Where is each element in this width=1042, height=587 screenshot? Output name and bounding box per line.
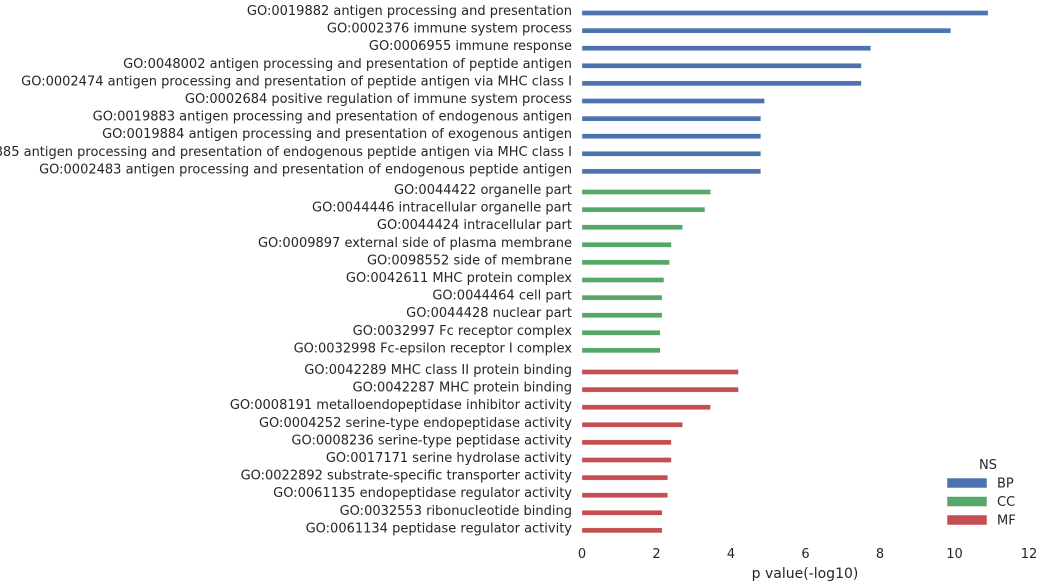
bar: [581, 98, 765, 104]
category-label: GO:0002376 immune system process: [327, 22, 572, 37]
bar: [581, 115, 761, 122]
x-axis: 0 2 4 6 8 10 12: [578, 547, 1037, 562]
category-label: GO:0019884 antigen processing and presen…: [102, 127, 572, 142]
bar: [581, 189, 711, 195]
bar: [581, 151, 761, 157]
category-label: GO:0042611 MHC protein complex: [346, 271, 572, 286]
legend-swatch: [946, 496, 988, 507]
x-tick-label: 2: [652, 547, 660, 562]
category-label: GO:0004252 serine-type endopeptidase act…: [259, 416, 572, 431]
x-tick-label: 6: [801, 547, 809, 562]
x-tick-label: 10: [946, 547, 963, 562]
bar: [581, 133, 761, 139]
category-label: GO:0098552 side of membrane: [367, 253, 572, 268]
category-label: GO:0002474 antigen processing and presen…: [21, 74, 572, 89]
category-label: GO:0044424 intracellular part: [377, 218, 572, 233]
bar: [581, 27, 951, 34]
bar: [581, 10, 989, 16]
bar: [581, 347, 661, 354]
x-tick-label: 4: [727, 547, 735, 562]
bar: [581, 510, 663, 516]
legend-title: NS: [979, 458, 997, 473]
x-axis-label: p value(-log10): [752, 566, 859, 582]
category-label: GO:0006955 immune response: [369, 39, 572, 54]
legend-swatch: [946, 514, 988, 526]
legend-swatch: [946, 477, 988, 489]
legend-label: MF: [997, 514, 1016, 529]
bar: [581, 312, 663, 318]
bar: [581, 242, 672, 248]
bar: [581, 492, 668, 498]
x-tick-label: 0: [578, 547, 586, 562]
category-label: GO:0032553 ribonucleotide binding: [340, 504, 572, 519]
bar: [581, 474, 668, 481]
category-label: GO:0032998 Fc-epsilon receptor I complex: [294, 341, 573, 356]
bars-layer: [581, 10, 989, 534]
legend-label: CC: [997, 495, 1015, 510]
bar: [581, 439, 672, 446]
category-label: GO:0061135 endopeptidase regulator activ…: [273, 486, 572, 501]
category-label: GO:0044428 nuclear part: [406, 306, 572, 321]
bar: [581, 277, 665, 283]
bar: [581, 63, 862, 69]
category-label: GO:0044446 intracellular organelle part: [312, 201, 572, 216]
bar: [581, 527, 663, 534]
category-label: GO:0008236 serine-type peptidase activit…: [291, 433, 572, 448]
bar: [581, 168, 761, 175]
category-label: GO:0008191 metalloendopeptidase inhibito…: [230, 398, 572, 413]
bar: [581, 386, 739, 393]
legend: NS BP CC MF: [946, 458, 1016, 529]
category-labels: GO:0019882 antigen processing and presen…: [0, 4, 572, 536]
legend-label: BP: [997, 477, 1014, 492]
x-tick-label: 8: [876, 547, 884, 562]
category-label: GO:0019885 antigen processing and presen…: [0, 145, 572, 160]
bar: [581, 457, 672, 463]
bar: [581, 45, 871, 51]
category-label: GO:0009897 external side of plasma membr…: [258, 236, 572, 251]
bar: [581, 259, 670, 266]
bar: [581, 224, 683, 230]
category-label: GO:0002483 antigen processing and presen…: [39, 162, 572, 177]
category-label: GO:0042289 MHC class II protein binding: [304, 363, 572, 378]
category-label: GO:0019882 antigen processing and presen…: [247, 4, 572, 19]
category-label: GO:0048002 antigen processing and presen…: [123, 57, 572, 72]
category-label: GO:0042287 MHC protein binding: [353, 381, 573, 396]
category-label: GO:0044464 cell part: [432, 289, 572, 304]
category-label: GO:0061134 peptidase regulator activity: [306, 521, 573, 536]
category-label: GO:0032997 Fc receptor complex: [353, 324, 573, 339]
bar: [581, 422, 683, 428]
category-label: GO:0002684 positive regulation of immune…: [185, 92, 572, 107]
bar: [581, 206, 706, 213]
x-tick-label: 12: [1021, 547, 1038, 562]
bar: [581, 369, 739, 375]
bar: [581, 294, 663, 301]
category-label: GO:0022892 substrate-specific transporte…: [241, 469, 573, 484]
bar: [581, 80, 862, 87]
bar: [581, 404, 711, 410]
category-label: GO:0019883 antigen processing and presen…: [93, 110, 572, 125]
category-label: GO:0017171 serine hydrolase activity: [326, 451, 572, 466]
bar: [581, 330, 661, 336]
category-label: GO:0044422 organelle part: [394, 183, 572, 198]
